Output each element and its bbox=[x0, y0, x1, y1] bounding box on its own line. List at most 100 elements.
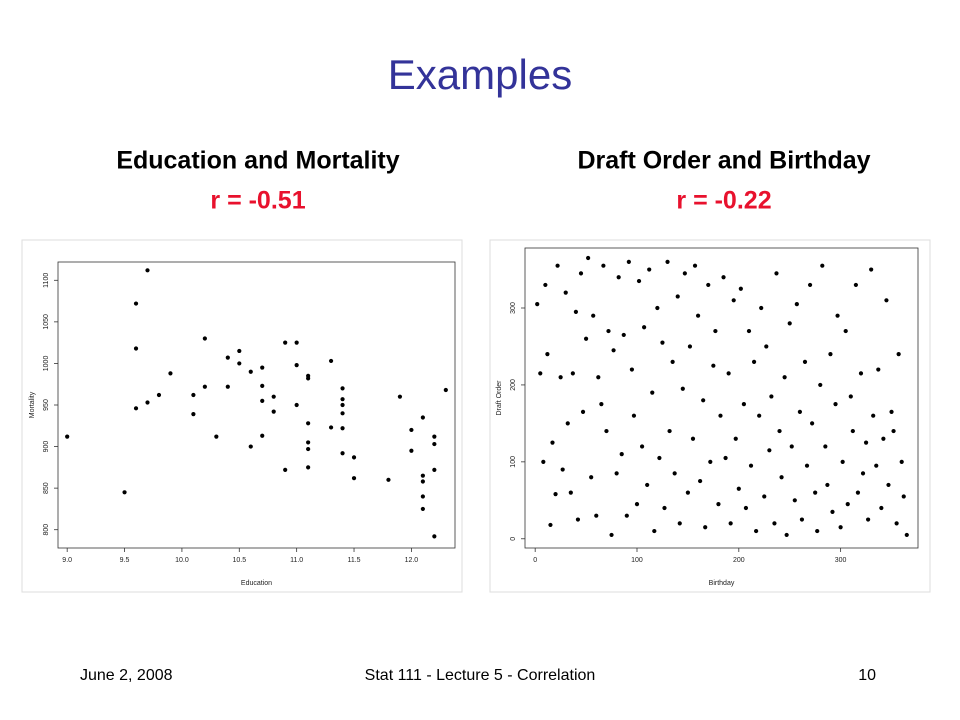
point bbox=[675, 294, 680, 299]
point bbox=[573, 309, 579, 314]
point bbox=[294, 362, 299, 368]
slide-title: Examples bbox=[388, 51, 572, 98]
point bbox=[260, 433, 265, 438]
point bbox=[351, 455, 357, 460]
point bbox=[202, 384, 207, 389]
point bbox=[662, 505, 667, 511]
point bbox=[748, 463, 754, 468]
point bbox=[706, 282, 711, 288]
point bbox=[237, 361, 242, 366]
y-tick-label: 100 bbox=[510, 456, 517, 468]
point bbox=[845, 502, 850, 507]
point bbox=[260, 383, 265, 388]
point bbox=[687, 344, 693, 349]
point bbox=[769, 394, 774, 399]
point bbox=[306, 440, 311, 445]
y-tick-label: 300 bbox=[510, 302, 517, 314]
point bbox=[866, 517, 871, 522]
point bbox=[589, 475, 594, 480]
point bbox=[695, 313, 701, 318]
plot-box bbox=[524, 247, 919, 549]
point bbox=[225, 355, 230, 360]
point bbox=[340, 386, 345, 391]
point bbox=[133, 406, 139, 411]
point bbox=[432, 534, 437, 539]
point bbox=[685, 490, 691, 495]
point bbox=[168, 371, 173, 376]
point bbox=[340, 451, 345, 456]
point bbox=[860, 471, 866, 476]
x-tick-label: 11.5 bbox=[347, 557, 360, 564]
point bbox=[848, 394, 853, 399]
point bbox=[545, 352, 550, 357]
point bbox=[754, 528, 759, 534]
point bbox=[616, 275, 621, 280]
y-axis-label: Draft Order bbox=[496, 380, 503, 416]
point bbox=[306, 421, 311, 426]
point bbox=[340, 397, 345, 402]
point bbox=[560, 467, 565, 472]
point bbox=[799, 517, 805, 522]
point bbox=[789, 444, 794, 449]
point bbox=[731, 298, 736, 303]
point bbox=[657, 455, 662, 461]
point bbox=[586, 255, 591, 261]
x-axis-label: Birthday bbox=[709, 580, 735, 587]
point bbox=[787, 321, 792, 326]
point bbox=[792, 498, 797, 503]
point bbox=[876, 367, 881, 372]
point bbox=[225, 384, 230, 389]
point bbox=[306, 465, 311, 470]
point bbox=[578, 271, 584, 276]
point bbox=[794, 302, 799, 307]
point bbox=[802, 359, 808, 364]
y-tick-label: 200 bbox=[510, 379, 517, 391]
point bbox=[260, 365, 265, 370]
point bbox=[340, 402, 345, 408]
point bbox=[156, 392, 162, 398]
point bbox=[550, 440, 555, 445]
point bbox=[871, 413, 876, 418]
point bbox=[568, 490, 573, 495]
point bbox=[804, 463, 810, 468]
point bbox=[621, 332, 626, 338]
x-tick-label: 12.0 bbox=[405, 557, 419, 564]
x-tick-label: 100 bbox=[631, 557, 643, 564]
x-tick-label: 0 bbox=[533, 557, 537, 564]
point bbox=[889, 409, 894, 414]
point bbox=[899, 459, 904, 464]
point bbox=[807, 282, 813, 288]
point bbox=[191, 412, 196, 417]
point bbox=[830, 509, 835, 514]
point bbox=[565, 421, 570, 426]
point bbox=[397, 394, 403, 399]
point bbox=[122, 490, 127, 495]
y-tick-label: 1050 bbox=[43, 314, 50, 330]
point bbox=[708, 459, 713, 464]
footer-course: Stat 111 - Lecture 5 - Correlation bbox=[365, 667, 596, 684]
point bbox=[772, 521, 777, 526]
x-tick-label: 10.5 bbox=[232, 557, 246, 564]
point bbox=[665, 259, 670, 264]
point bbox=[535, 302, 540, 307]
point bbox=[713, 328, 718, 334]
point bbox=[619, 452, 624, 457]
point bbox=[271, 409, 276, 414]
point bbox=[815, 528, 820, 534]
x-tick-label: 10.0 bbox=[175, 557, 189, 564]
point bbox=[570, 371, 575, 376]
footer-page: 10 bbox=[858, 667, 876, 684]
point bbox=[609, 532, 614, 538]
point bbox=[813, 490, 818, 495]
point bbox=[741, 402, 746, 407]
point bbox=[774, 271, 779, 276]
point bbox=[636, 278, 642, 284]
point bbox=[863, 440, 869, 445]
point bbox=[237, 348, 242, 354]
point bbox=[541, 459, 546, 464]
chart-title: Education and Mortality bbox=[116, 147, 399, 175]
point bbox=[306, 376, 311, 381]
point bbox=[409, 448, 414, 453]
point bbox=[248, 369, 253, 374]
x-tick-label: 11.0 bbox=[290, 557, 303, 564]
